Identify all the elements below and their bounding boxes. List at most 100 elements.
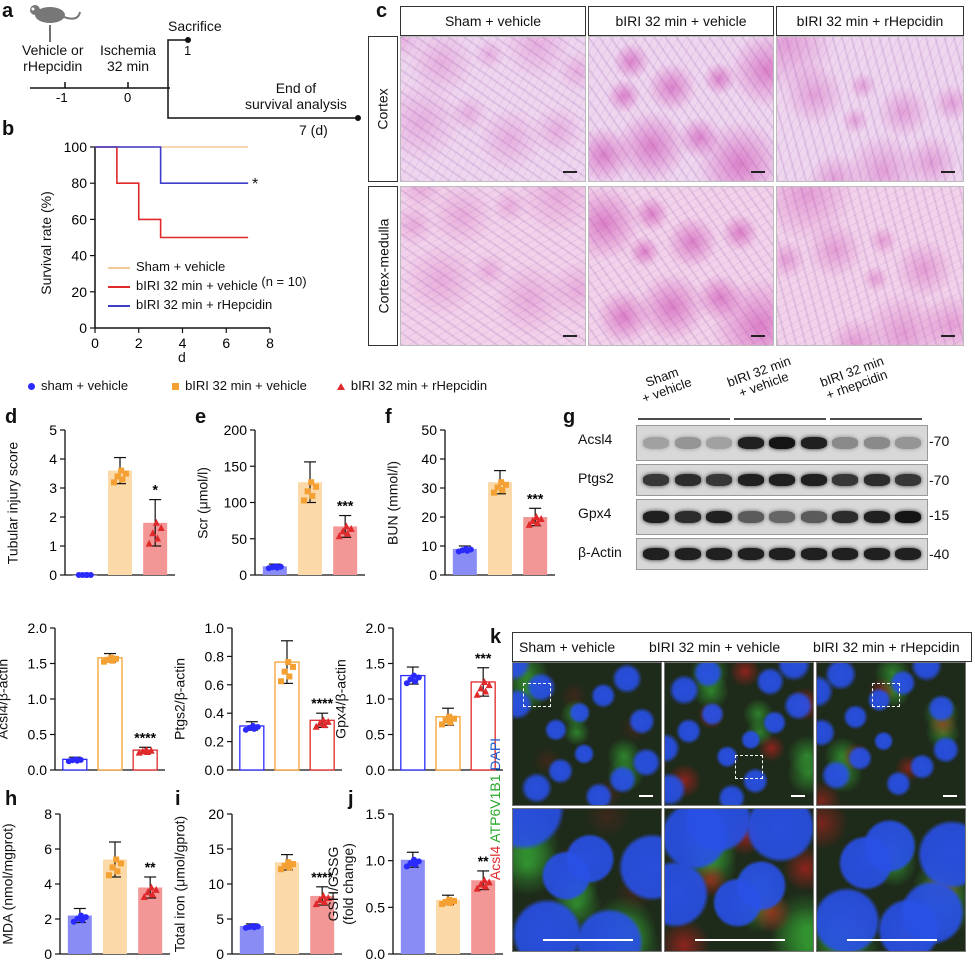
wb-band — [643, 437, 669, 449]
hist-col-hep: bIRI 32 min + rHepcidin — [776, 6, 964, 36]
point-h — [113, 856, 120, 863]
survival-xtick: 4 — [179, 335, 187, 351]
scale-bar — [695, 939, 785, 941]
wb-band — [674, 437, 701, 449]
panel-label-f: f — [385, 406, 392, 428]
scale-bar — [751, 335, 765, 337]
wb-band — [863, 511, 890, 523]
point-ptgs2 — [278, 678, 284, 685]
point-d — [114, 473, 121, 480]
wb-band — [895, 511, 921, 523]
point-e — [277, 563, 284, 570]
if-image — [512, 808, 662, 952]
panel-label-i: i — [175, 788, 181, 810]
panel-label-a: a — [2, 0, 14, 22]
ytick-f: 20 — [421, 509, 437, 525]
point-h — [118, 860, 124, 867]
if-image — [816, 808, 966, 952]
point-d — [149, 529, 157, 537]
zoom-box — [872, 683, 900, 707]
point-i — [254, 923, 261, 930]
legend-hep: bIRI 32 min + rHepcidin — [136, 297, 273, 312]
point-acsl4 — [101, 658, 107, 665]
if-col-sham: Sham + vehicle — [519, 639, 616, 655]
wb-blot-row — [636, 464, 928, 496]
tick-minus1: -1 — [56, 90, 68, 105]
ytick-d: 0 — [49, 567, 57, 583]
group-legend: sham + vehicle bIRI 32 min + vehicle bIR… — [28, 378, 487, 393]
point-ptgs2 — [319, 716, 327, 724]
point-j — [480, 876, 488, 884]
survival-ytick: 80 — [71, 175, 87, 191]
ytick-d: 2 — [49, 509, 57, 525]
panel-label-g: g — [563, 406, 576, 428]
survival-ytick: 40 — [71, 248, 87, 264]
sig-e: *** — [337, 498, 354, 514]
point-e — [344, 529, 352, 537]
point-gpx4 — [482, 687, 490, 695]
ytick-e: 0 — [239, 567, 247, 583]
wb-group-hep: bIRI 32 min + rhepcidin — [818, 353, 890, 403]
if-stain-label: Acsl4 ATP6V1B1 DAPI — [487, 737, 503, 881]
survival-line-2 — [95, 146, 249, 185]
ytick-i: 0 — [216, 946, 224, 962]
wb-protein-label: Gpx4 — [578, 505, 612, 521]
point-i — [286, 864, 293, 871]
point-gpx4 — [407, 676, 414, 683]
scale-bar — [543, 939, 633, 941]
survival-line-1 — [95, 146, 249, 239]
wb-blot-row — [636, 425, 928, 461]
point-gpx4 — [447, 719, 454, 726]
point-ptgs2 — [286, 673, 293, 680]
ytick-acsl4: 0.0 — [28, 762, 48, 778]
point-h — [78, 912, 85, 919]
point-f — [498, 479, 505, 486]
survival-xlabel: d — [178, 349, 186, 365]
ytick-h: 4 — [44, 876, 52, 892]
scale-bar — [847, 939, 937, 941]
point-f — [534, 518, 542, 526]
survival-sig: * — [252, 176, 259, 193]
scale-bar — [639, 795, 653, 797]
scale-bar — [943, 795, 957, 797]
ylabel-acsl4: Acsl4/β-actin — [0, 658, 11, 740]
sig-j: ** — [478, 853, 489, 869]
wb-kda-label: -70 — [929, 433, 950, 449]
point-i — [250, 923, 257, 929]
wb-kda-label: -70 — [929, 472, 950, 488]
wb-band — [832, 548, 858, 560]
scale-bar — [791, 795, 805, 797]
panel-label-h: h — [5, 788, 18, 810]
point-d — [145, 539, 153, 547]
point-h — [106, 872, 112, 879]
point-j — [411, 856, 418, 863]
ytick-ptgs2: 1.0 — [205, 620, 225, 636]
point-acsl4 — [104, 656, 111, 663]
point-gpx4 — [451, 715, 457, 722]
point-j — [446, 896, 453, 903]
wb-band — [737, 474, 764, 486]
wb-band — [769, 511, 795, 523]
ytick-f: 50 — [421, 422, 437, 438]
wb-band — [863, 437, 890, 449]
bar-chart-h: 0 2 4 6 8 ** — [44, 806, 170, 962]
histology-image — [588, 186, 774, 346]
wb-band — [895, 474, 921, 486]
panel-label-b: b — [2, 118, 15, 140]
ytick-i: 5 — [216, 911, 224, 927]
survival-chart: 0 20 40 60 80 100 0 2 4 6 8 — [64, 139, 274, 351]
point-d — [157, 524, 165, 532]
ytick-h: 0 — [44, 946, 52, 962]
point-e — [304, 488, 311, 495]
ytick-ptgs2: 0.6 — [205, 677, 225, 693]
ytick-gpx4: 1.0 — [366, 691, 386, 707]
point-gpx4 — [415, 674, 422, 681]
if-image — [664, 662, 814, 806]
sacrifice-label: Sacrifice — [168, 18, 222, 34]
ytick-e: 200 — [224, 422, 248, 438]
point-h — [144, 888, 152, 896]
legend-n: (n = 10) — [261, 274, 307, 289]
bar-chart-e: 0 50 100 150 200 *** — [224, 422, 365, 583]
point-ptgs2 — [281, 668, 288, 675]
hist-col-sham: Sham + vehicle — [400, 6, 586, 36]
